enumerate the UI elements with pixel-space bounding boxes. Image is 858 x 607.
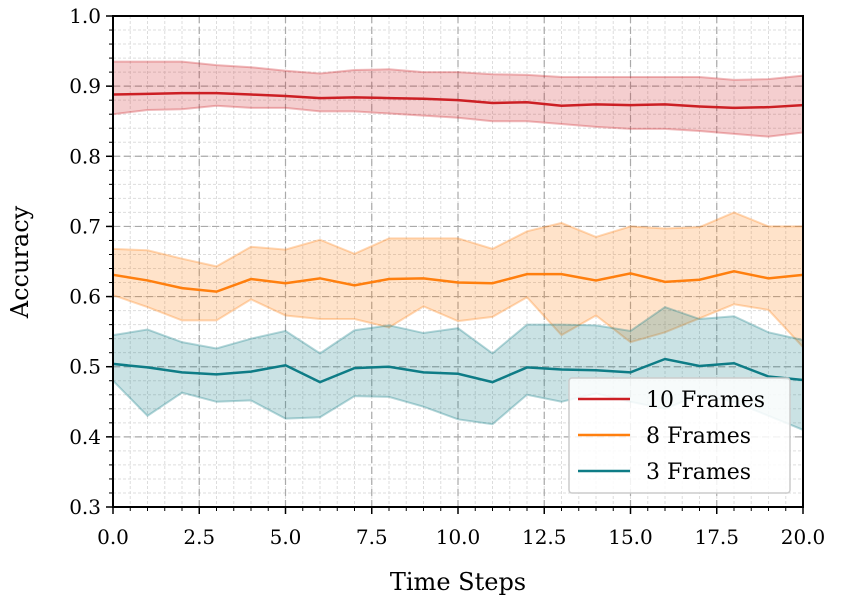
x-tick-label: 2.5 (183, 525, 215, 549)
x-tick-label: 15.0 (608, 525, 653, 549)
y-tick-label: 0.5 (69, 355, 101, 379)
x-tick-label: 10.0 (436, 525, 481, 549)
x-tick-label: 12.5 (522, 525, 567, 549)
x-tick-label: 20.0 (781, 525, 826, 549)
grid (112, 15, 804, 508)
x-tick-label: 5.0 (270, 525, 302, 549)
y-tick-label: 0.9 (69, 74, 101, 98)
x-tick-label: 7.5 (356, 525, 388, 549)
y-tick-label: 0.6 (69, 285, 101, 309)
x-axis-label: Time Steps (390, 568, 526, 596)
y-tick-label: 0.7 (69, 214, 101, 238)
series-line (112, 91, 804, 110)
series-lines (112, 91, 804, 384)
legend-label: 3 Frames (646, 460, 751, 485)
series-line (112, 270, 804, 293)
legend-box (568, 377, 791, 494)
y-axis-label: Accuracy (6, 205, 34, 319)
y-tick-label: 0.4 (69, 425, 101, 449)
legend-label: 8 Frames (646, 424, 751, 449)
y-tick-label: 1.0 (69, 4, 101, 28)
y-tick-label: 0.8 (69, 144, 101, 168)
axis-ticks: 0.0 2.5 5.0 7.5 10.0 12.5 15.0 17.5 20.0 0.3 0.4 0.… (69, 4, 825, 549)
series-line (112, 357, 804, 384)
x-tick-label: 0.0 (97, 525, 129, 549)
y-tick-label: 0.3 (69, 495, 101, 519)
legend-label: 10 Frames (646, 388, 765, 413)
legend: 10 Frames 8 Frames 3 Frames (568, 377, 791, 494)
x-tick-label: 17.5 (694, 525, 739, 549)
